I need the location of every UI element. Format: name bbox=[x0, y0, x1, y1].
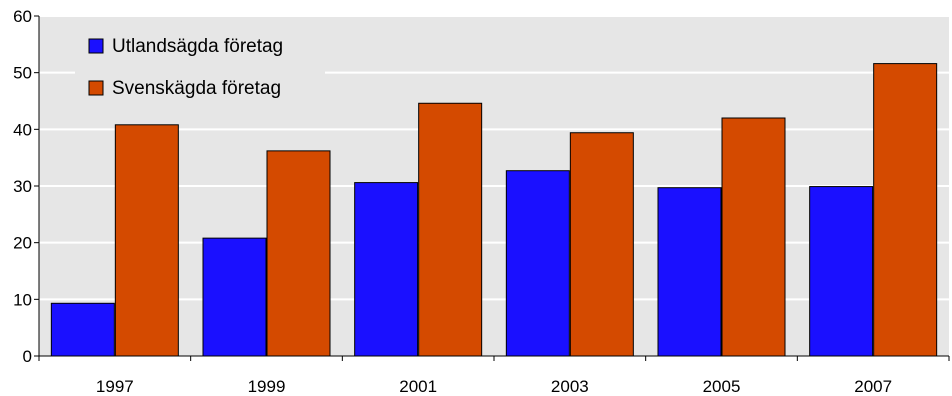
x-tick-label: 2007 bbox=[854, 377, 892, 396]
bar-svenskagda-2007 bbox=[873, 63, 938, 357]
y-tick-label: 30 bbox=[13, 177, 32, 196]
x-tick-label: 2003 bbox=[551, 377, 589, 396]
legend-label: Utlandsägda företag bbox=[112, 36, 283, 57]
legend-swatch bbox=[88, 80, 104, 96]
x-tick-label: 1997 bbox=[96, 377, 134, 396]
x-tick-label: 2005 bbox=[703, 377, 741, 396]
bar-utlandsagda-2005 bbox=[657, 187, 722, 357]
legend-label: Svenskägda företag bbox=[112, 78, 281, 99]
y-tick-label: 10 bbox=[13, 290, 32, 309]
bar-svenskagda-1997 bbox=[114, 124, 179, 357]
bar-utlandsagda-1997 bbox=[50, 302, 115, 357]
y-tick-label: 60 bbox=[13, 7, 32, 26]
bars bbox=[50, 63, 938, 357]
x-tick-label: 1999 bbox=[248, 377, 286, 396]
legend-swatch bbox=[88, 38, 104, 54]
bar-svenskagda-2001 bbox=[418, 102, 483, 357]
gridlines bbox=[39, 15, 949, 301]
y-tick-label: 20 bbox=[13, 234, 32, 253]
y-axis-ticks: 0 10 20 30 40 50 60 bbox=[13, 7, 39, 366]
bar-utlandsagda-2001 bbox=[354, 182, 419, 357]
bar-utlandsagda-2003 bbox=[505, 170, 570, 357]
x-axis-ticks: 1997 1999 2001 2003 2005 2007 bbox=[38, 356, 950, 396]
bar-svenskagda-1999 bbox=[266, 150, 331, 357]
x-tick-label: 2001 bbox=[399, 377, 437, 396]
legend-background bbox=[75, 28, 325, 108]
y-tick-label: 40 bbox=[13, 120, 32, 139]
bar-utlandsagda-1999 bbox=[202, 237, 267, 357]
y-tick-label: 50 bbox=[13, 64, 32, 83]
bar-utlandsagda-2007 bbox=[809, 186, 874, 357]
bar-svenskagda-2003 bbox=[569, 132, 634, 357]
legend: Utlandsägda företag Svenskägda företag bbox=[75, 28, 325, 108]
y-tick-label: 0 bbox=[23, 347, 32, 366]
bar-svenskagda-2005 bbox=[721, 117, 786, 357]
